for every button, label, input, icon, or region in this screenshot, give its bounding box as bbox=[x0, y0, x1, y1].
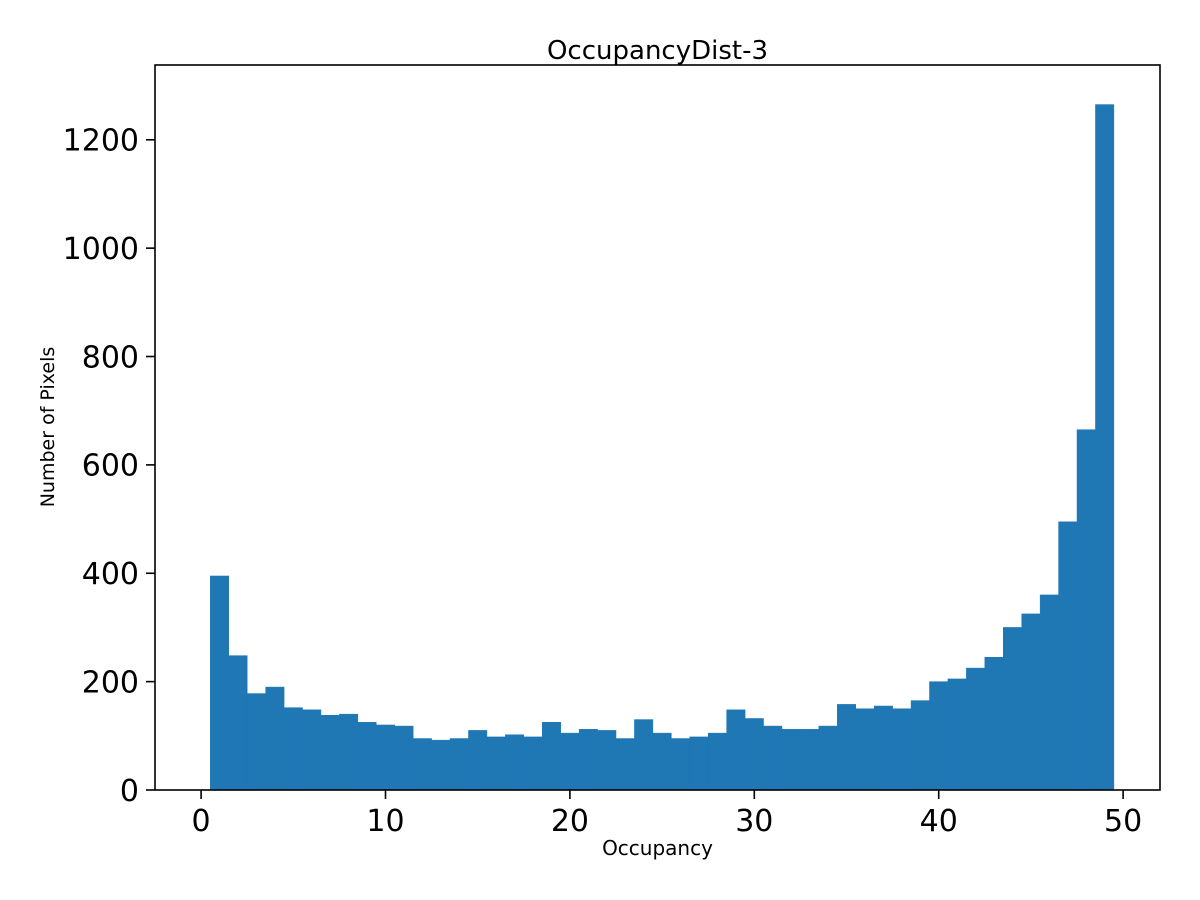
histogram-bar bbox=[1039, 594, 1059, 791]
histogram-bar bbox=[763, 725, 783, 791]
histogram-bar bbox=[744, 718, 764, 791]
histogram-bar bbox=[283, 707, 303, 791]
histogram-bar bbox=[966, 667, 986, 791]
x-tick-label: 40 bbox=[920, 804, 958, 839]
histogram-bar bbox=[339, 713, 359, 791]
histogram-bar bbox=[873, 705, 893, 791]
histogram-bar bbox=[578, 729, 598, 791]
histogram-bar bbox=[542, 722, 561, 791]
histogram-bar bbox=[984, 657, 1004, 791]
histogram-bar bbox=[468, 730, 488, 791]
y-tick-label: 1200 bbox=[63, 124, 139, 159]
histogram-bar bbox=[781, 729, 801, 791]
histogram-bar bbox=[412, 738, 432, 791]
x-tick-label: 10 bbox=[366, 804, 404, 839]
histogram-bar bbox=[265, 686, 285, 791]
x-axis-label: Occupancy bbox=[602, 836, 713, 860]
histogram-bar bbox=[652, 732, 672, 791]
histogram-bar bbox=[615, 738, 635, 791]
histogram-bar bbox=[246, 693, 266, 791]
histogram-bar bbox=[486, 736, 506, 791]
histogram-bar bbox=[210, 575, 230, 791]
histogram-bar bbox=[800, 729, 820, 791]
y-tick-label: 600 bbox=[82, 449, 139, 484]
histogram-bar bbox=[1021, 613, 1041, 791]
y-tick-label: 0 bbox=[120, 774, 139, 809]
histogram-bar bbox=[560, 732, 580, 791]
histogram-bar bbox=[394, 725, 414, 791]
y-tick-label: 400 bbox=[82, 557, 139, 592]
histogram-bar bbox=[910, 700, 930, 791]
histogram-bar bbox=[929, 681, 949, 791]
histogram-bar bbox=[634, 719, 654, 791]
histogram-bar bbox=[505, 734, 525, 791]
chart-title: OccupancyDist-3 bbox=[546, 36, 769, 66]
histogram-bar bbox=[431, 739, 451, 791]
histogram-bar bbox=[1095, 104, 1115, 791]
histogram-bar bbox=[671, 738, 691, 791]
x-tick-label: 50 bbox=[1104, 804, 1142, 839]
histogram-bar bbox=[320, 714, 340, 791]
histogram-bar bbox=[1076, 429, 1096, 791]
histogram-bar bbox=[357, 722, 377, 791]
histogram-bar bbox=[855, 708, 875, 791]
histogram-bar bbox=[1003, 627, 1022, 791]
y-tick-label: 1000 bbox=[63, 232, 139, 267]
x-tick-label: 0 bbox=[192, 804, 211, 839]
y-tick-label: 800 bbox=[82, 340, 139, 375]
histogram-bar bbox=[376, 724, 395, 791]
axes-spines bbox=[154, 64, 1161, 791]
histogram-bar bbox=[597, 730, 617, 791]
histogram-bar bbox=[818, 725, 838, 791]
histogram-bar bbox=[707, 732, 727, 791]
x-tick-label: 30 bbox=[735, 804, 773, 839]
histogram-bar bbox=[726, 709, 746, 791]
histogram-bar bbox=[302, 709, 322, 791]
histogram-bar bbox=[837, 704, 856, 791]
histogram-bar bbox=[523, 736, 543, 791]
histogram-bar bbox=[689, 736, 709, 791]
y-tick-label: 200 bbox=[82, 665, 139, 700]
histogram-bar bbox=[228, 655, 248, 791]
histogram-bar bbox=[947, 678, 967, 791]
x-tick-label: 20 bbox=[551, 804, 589, 839]
histogram-bar bbox=[892, 708, 912, 791]
histogram-bar bbox=[449, 738, 469, 791]
histogram-bar bbox=[1058, 521, 1078, 791]
